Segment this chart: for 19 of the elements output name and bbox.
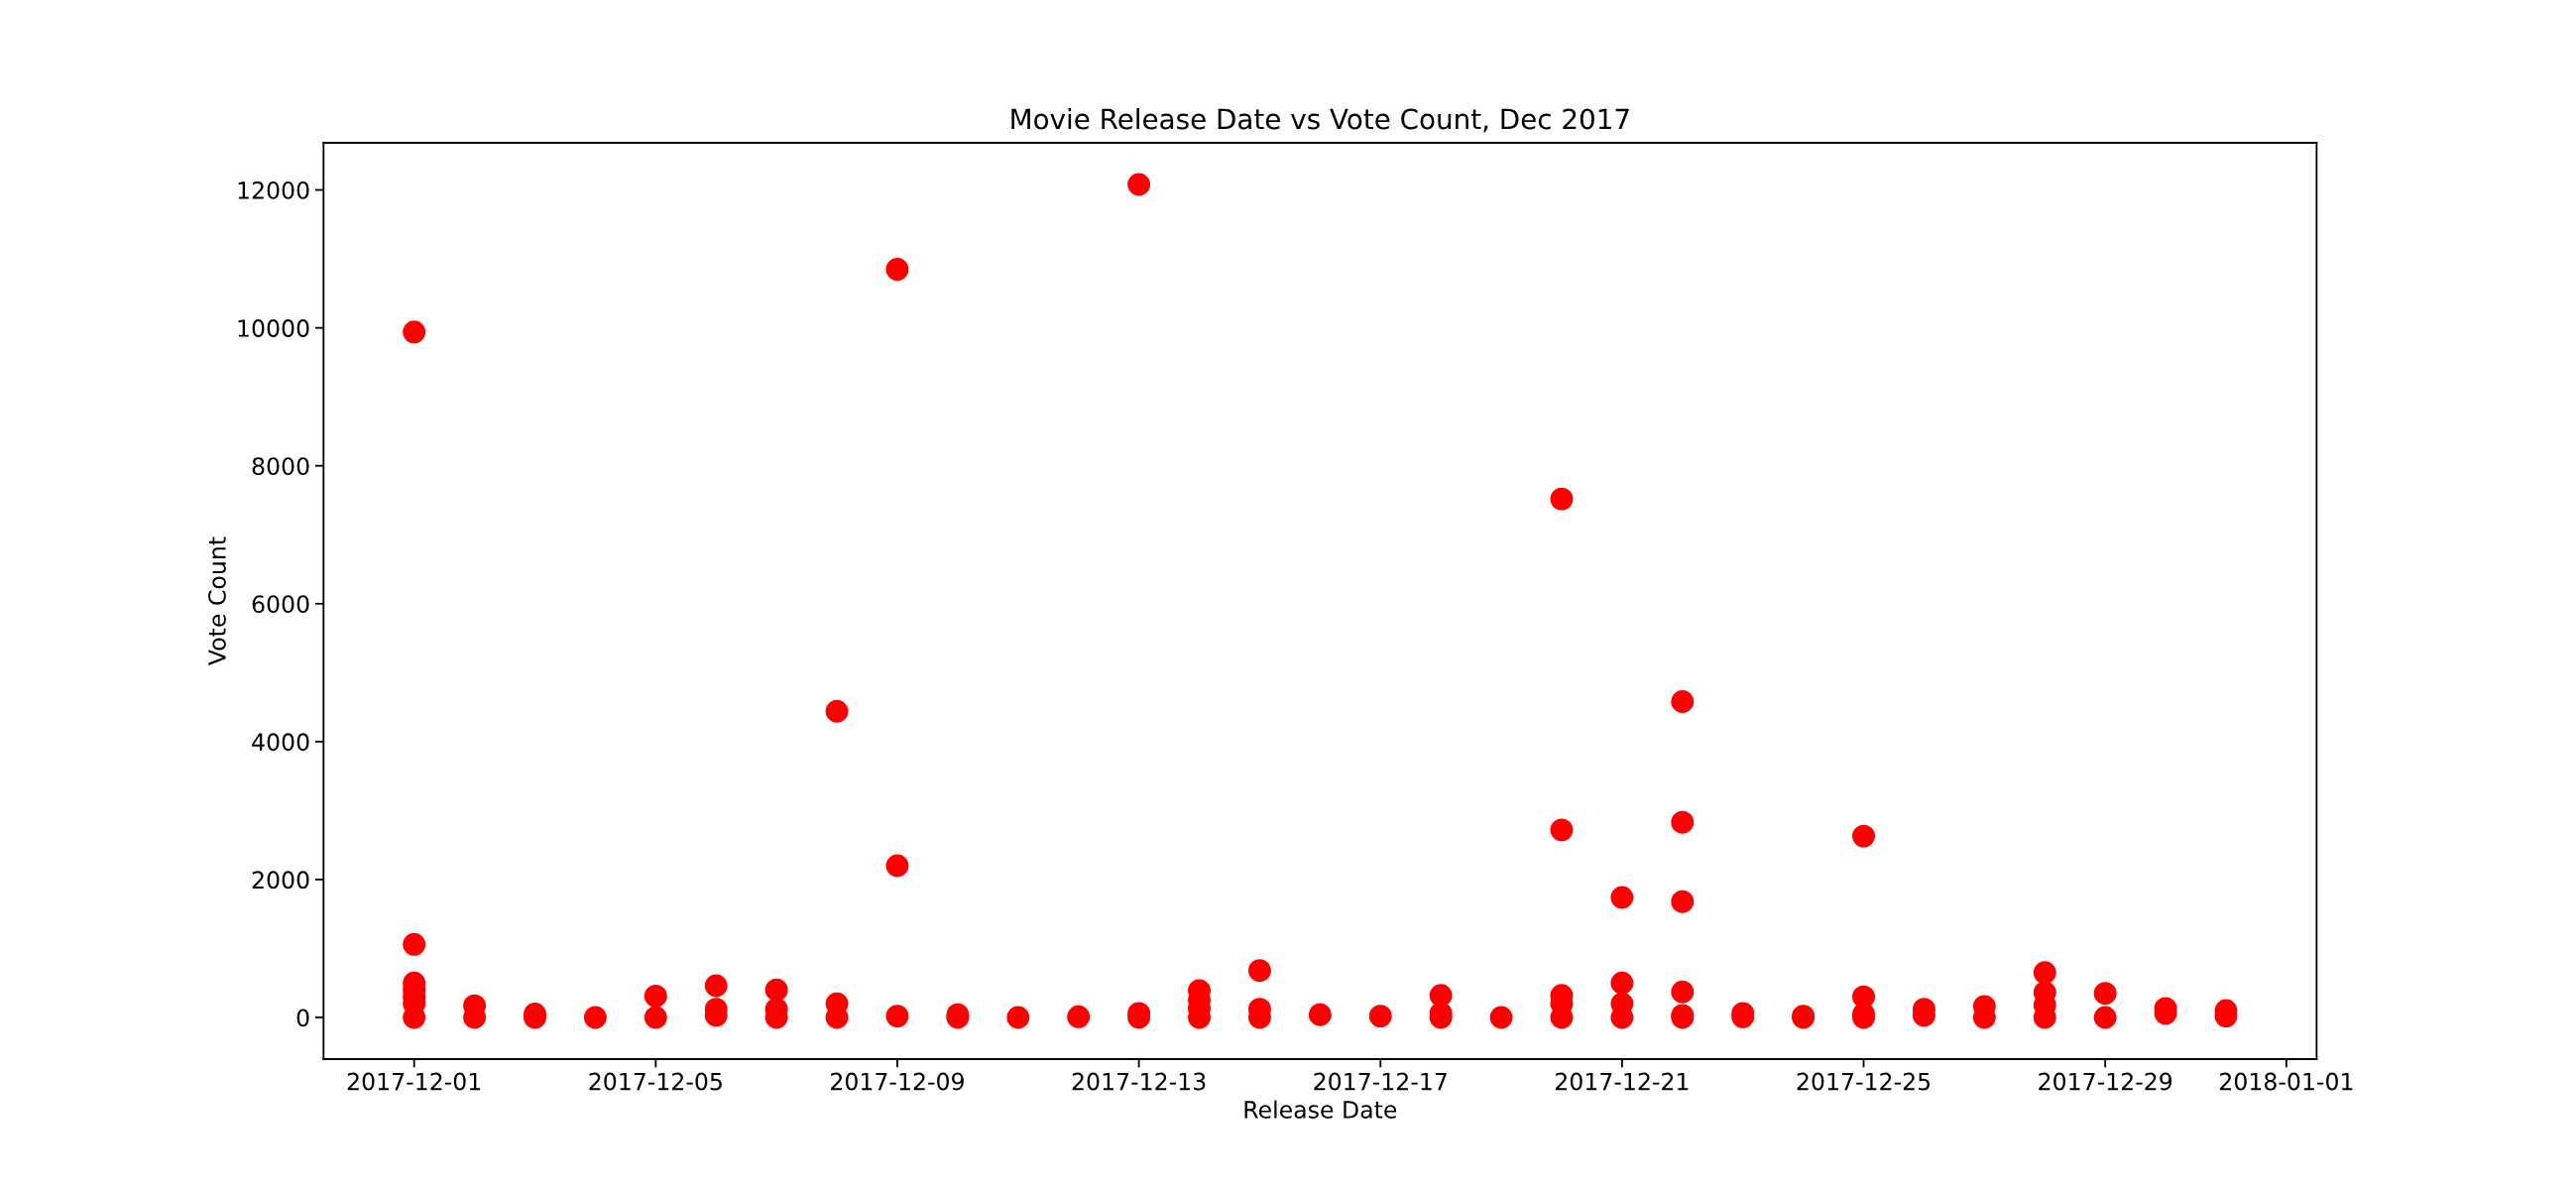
y-axis-title: Vote Count bbox=[208, 536, 226, 665]
x-tick-label: 2017-12-13 bbox=[1072, 1072, 1206, 1091]
x-tick-label: 2017-12-09 bbox=[831, 1072, 964, 1091]
x-tick-label: 2017-12-17 bbox=[1314, 1072, 1447, 1091]
chart-title: Movie Release Date vs Vote Count, Dec 2017 bbox=[1011, 108, 1629, 133]
y-tick-label: 4000 bbox=[252, 733, 309, 752]
y-tick-label: 8000 bbox=[252, 457, 309, 476]
y-tick-label: 0 bbox=[296, 1009, 309, 1027]
y-tick-label: 2000 bbox=[252, 871, 309, 890]
x-axis-title: Release Date bbox=[1244, 1100, 1397, 1119]
x-tick-label: 2018-01-01 bbox=[2220, 1072, 2353, 1091]
x-tick-label: 2017-12-01 bbox=[347, 1072, 481, 1091]
x-tick-label: 2017-12-05 bbox=[589, 1072, 722, 1091]
y-tick-label: 12000 bbox=[238, 181, 309, 199]
x-tick-label: 2017-12-29 bbox=[2039, 1072, 2172, 1091]
x-tick-label: 2017-12-25 bbox=[1797, 1072, 1931, 1091]
x-tick-label: 2017-12-21 bbox=[1556, 1072, 1689, 1091]
y-tick-label: 6000 bbox=[252, 595, 309, 614]
y-tick-label: 10000 bbox=[238, 319, 309, 337]
